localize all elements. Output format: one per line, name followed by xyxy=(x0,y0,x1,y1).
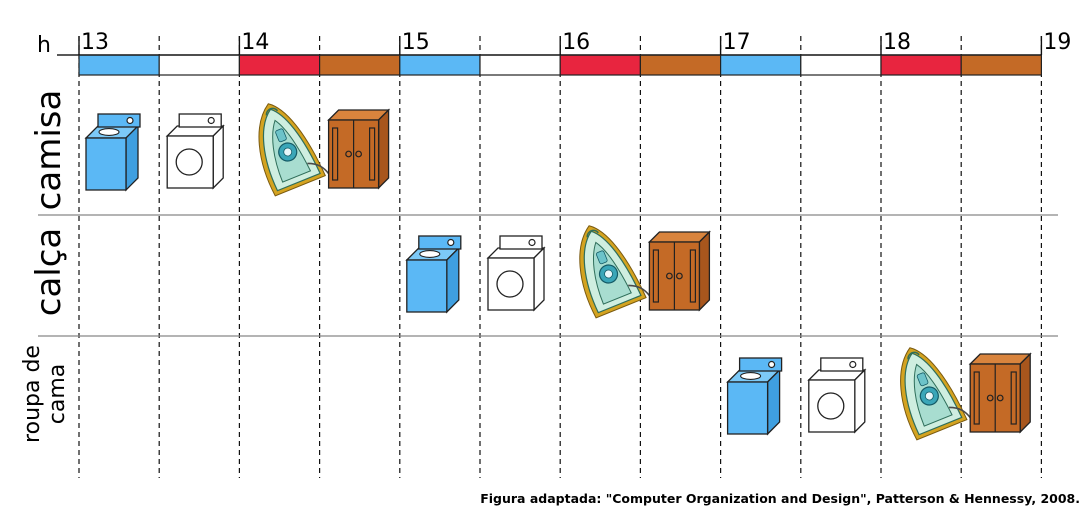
timeline-slot-closet xyxy=(960,54,1043,76)
axis-unit-label: h xyxy=(37,33,51,58)
iron-icon xyxy=(561,213,651,319)
washing-machine-icon xyxy=(726,357,783,435)
row-label: calça xyxy=(29,228,69,317)
dryer-icon xyxy=(487,235,545,311)
timeline-slot-washer xyxy=(719,54,802,76)
timeline-slot-iron xyxy=(559,54,642,76)
washing-machine-icon xyxy=(406,235,462,313)
timeline-slot-iron xyxy=(880,54,962,76)
timeline-slot-dryer xyxy=(479,54,561,76)
dryer-icon xyxy=(166,113,224,189)
hour-label: 15 xyxy=(402,30,430,55)
row-label-text: cama xyxy=(45,364,70,425)
hour-label: 14 xyxy=(241,30,269,55)
hour-label: 19 xyxy=(1043,30,1071,55)
hour-label: 13 xyxy=(81,30,109,55)
row-label-text: camisa xyxy=(29,90,69,211)
hour-label: 18 xyxy=(883,30,911,55)
figure-caption: Figura adaptada: "Computer Organization … xyxy=(480,491,1080,506)
wardrobe-icon xyxy=(969,353,1031,433)
timeline-slot-closet xyxy=(639,54,722,76)
hour-label: 17 xyxy=(723,30,751,55)
timeline-slot-iron xyxy=(238,54,321,76)
timeline-slot-dryer xyxy=(800,54,882,76)
timeline-slot-closet xyxy=(319,54,401,76)
timeline-slot-washer xyxy=(399,54,481,76)
row-label-text: calça xyxy=(29,228,69,317)
dryer-icon xyxy=(808,357,866,433)
timeline-slot-dryer xyxy=(158,54,240,76)
washing-machine-icon xyxy=(85,113,141,191)
iron-icon xyxy=(882,335,972,441)
timeline-slot-washer xyxy=(78,54,160,76)
iron-icon xyxy=(240,91,330,197)
wardrobe-icon xyxy=(327,109,390,189)
wardrobe-icon xyxy=(648,231,711,311)
row-label-text: roupa de xyxy=(20,345,45,443)
hour-label: 16 xyxy=(562,30,590,55)
row-label: roupa de cama xyxy=(20,345,70,443)
row-label: camisa xyxy=(29,90,69,211)
